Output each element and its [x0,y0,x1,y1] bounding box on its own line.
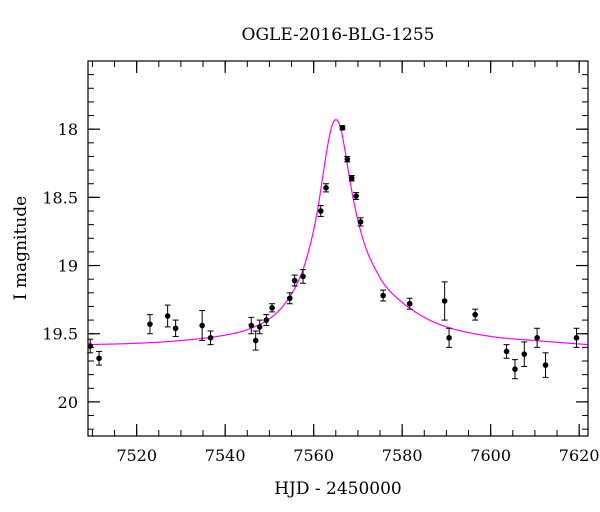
data-point [353,192,360,200]
chart-title: OGLE-2016-BLG-1255 [242,25,435,45]
data-point [339,125,346,131]
data-point [269,303,276,313]
data-point-marker [172,325,179,332]
data-point [263,314,270,327]
data-point-marker [256,324,263,330]
model-layer [87,118,589,346]
x-axis-label: HJD - 2450000 [274,479,402,499]
data-point-marker [199,322,205,329]
data-point [172,319,179,337]
data-point-marker [348,175,355,182]
data-point [248,316,255,335]
data-point [96,350,103,366]
y-tick-label: 18.5 [42,188,78,207]
y-tick-labels: 18 18.5 19 19.5 20 [42,120,78,412]
data-point [207,330,214,346]
data-point [357,217,364,227]
data-point-marker [472,311,478,318]
x-tick-label: 7540 [205,446,246,465]
data-point-marker [269,305,275,311]
data-point [406,297,413,310]
data-point [199,310,206,342]
data-point [441,281,448,321]
data-point-marker [317,208,324,214]
x-tick-label: 7600 [470,446,511,465]
data-point-marker [353,193,359,199]
data-point [542,352,549,378]
data-point-marker [503,348,510,355]
data-point [472,308,479,321]
data-point [344,155,351,163]
data-point [256,319,263,335]
y-tick-label: 19.5 [42,325,78,344]
data-point-marker [344,156,351,162]
data-point [286,292,293,305]
data-point-marker [573,335,580,341]
minor-ticks [88,60,588,436]
data-point [323,183,330,193]
data-point [300,269,307,284]
data-point-marker [252,337,259,344]
data-point-marker [406,300,413,307]
plot-frame [87,60,589,437]
data-point [511,359,518,380]
data-point [446,327,453,348]
data-point-marker [286,295,293,302]
data-point [164,304,171,328]
data-point-marker [263,317,270,323]
data-point [291,274,298,287]
model-curve [87,118,589,346]
data-point [573,327,580,348]
data-point [252,330,259,351]
data-point-marker [534,335,540,341]
data-point [503,344,510,359]
data-point [521,341,528,367]
y-tick-label: 20 [58,393,78,412]
data-point-marker [446,335,452,341]
data-point-marker [323,185,329,191]
data-point-marker [380,292,386,299]
data-point-marker [339,125,346,131]
data-point [348,175,355,182]
x-tick-label: 7520 [116,446,157,465]
y-tick-label: 18 [58,120,78,139]
x-tick-label: 7560 [293,446,334,465]
data-point-marker [300,273,306,280]
x-tick-label: 7620 [559,446,600,465]
data-point-marker [87,343,94,349]
data-point-marker [207,335,214,341]
major-ticks [88,61,588,436]
data-point-marker [357,219,364,225]
data-point-marker [521,351,528,357]
data-point [87,338,94,354]
x-tick-label: 7580 [382,446,423,465]
data-point [317,205,324,217]
x-tick-labels: 7520 7540 7560 7580 7600 7620 [116,446,599,465]
data-point-marker [542,362,549,368]
data-point-marker [147,321,153,327]
data-points-layer [87,125,580,380]
data-point [146,314,153,335]
data-point-marker [512,366,518,372]
y-tick-label: 19 [58,257,78,276]
data-point [380,289,387,302]
data-point-marker [96,355,102,362]
y-axis-label: I magnitude [11,196,31,300]
data-point-marker [164,313,171,319]
data-point [534,327,541,348]
data-point-marker [291,277,298,284]
data-point-marker [441,298,448,304]
data-point-marker [248,322,255,329]
